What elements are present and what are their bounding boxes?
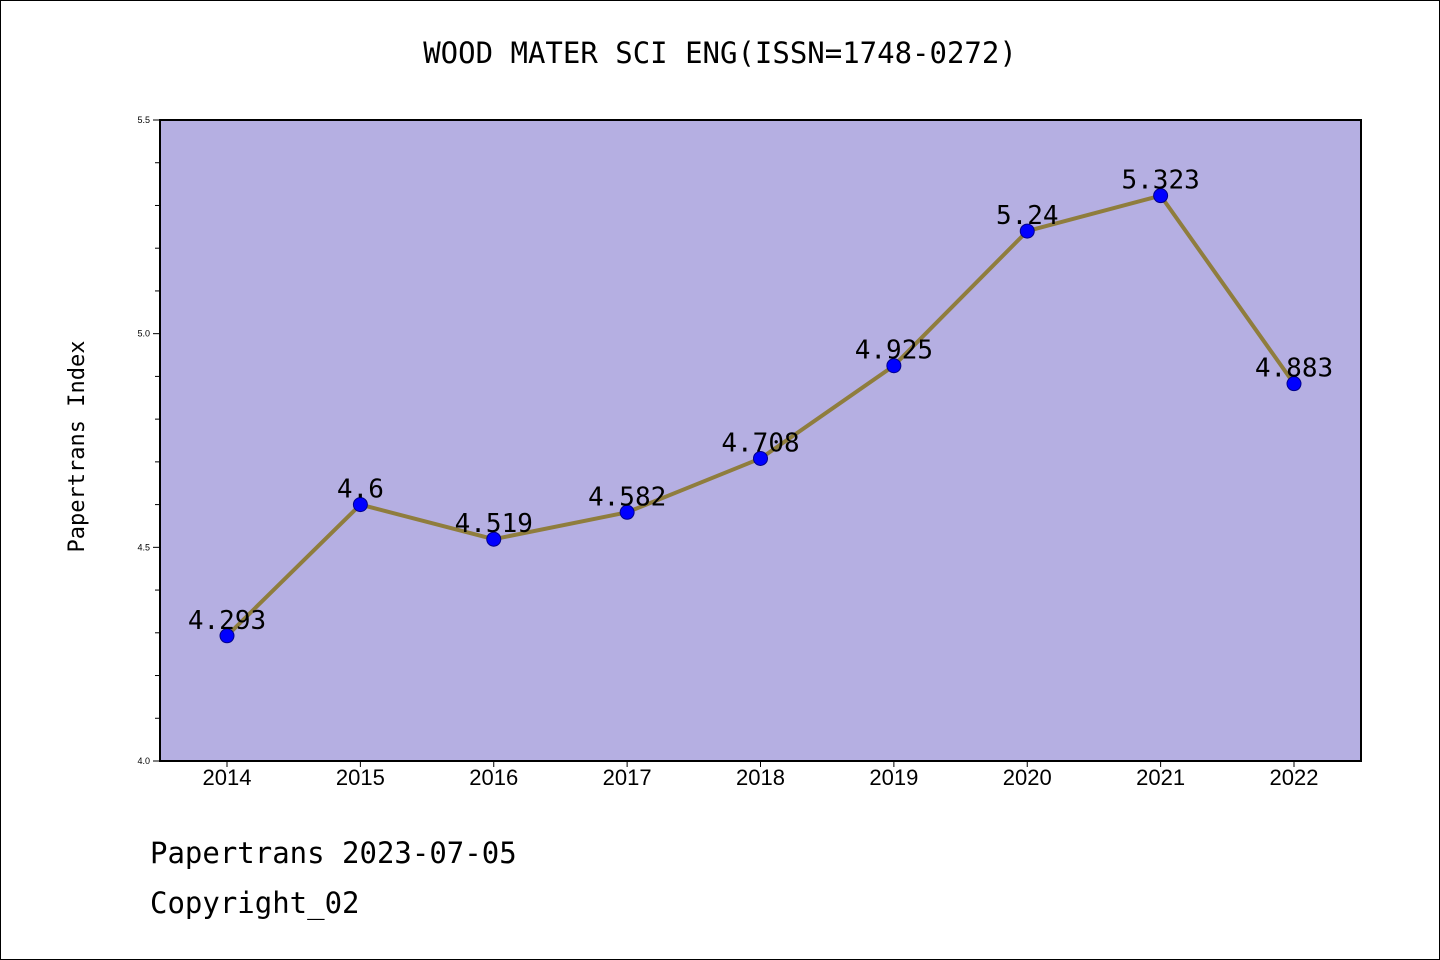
x-axis: 2014 2015 2016 2017 2018 2019 2020 2021 2022 bbox=[203, 761, 1319, 790]
data-label: 5.24 bbox=[996, 201, 1059, 231]
y-tick-label: 5.0 bbox=[137, 329, 150, 339]
data-label: 4.519 bbox=[455, 509, 533, 539]
data-point bbox=[1286, 376, 1302, 392]
data-label: 5.323 bbox=[1121, 166, 1199, 196]
x-tick-label: 2019 bbox=[869, 765, 918, 790]
x-tick-label: 2014 bbox=[203, 765, 252, 790]
x-tick-label: 2017 bbox=[603, 765, 652, 790]
x-tick-label: 2015 bbox=[336, 765, 385, 790]
data-label: 4.925 bbox=[855, 336, 933, 366]
chart-title: WOOD MATER SCI ENG(ISSN=1748-0272) bbox=[423, 36, 1017, 70]
footer-date: Papertrans 2023-07-05 bbox=[150, 836, 517, 870]
y-tick-label: 5.5 bbox=[137, 115, 150, 125]
data-point bbox=[886, 358, 902, 374]
x-tick-label: 2020 bbox=[1003, 765, 1052, 790]
data-point bbox=[619, 504, 635, 520]
data-label: 4.883 bbox=[1255, 354, 1333, 384]
data-point bbox=[1153, 188, 1169, 204]
data-label: 4.293 bbox=[188, 606, 266, 636]
plot-border bbox=[159, 119, 1362, 762]
data-label: 4.708 bbox=[721, 428, 799, 458]
data-labels: 4.293 4.6 4.519 4.582 4.708 4.925 5.24 5.323 4.8… bbox=[188, 166, 1333, 636]
plot-area bbox=[160, 120, 1361, 761]
data-markers bbox=[219, 188, 1302, 644]
x-tick-label: 2021 bbox=[1136, 765, 1185, 790]
x-tick-label: 2022 bbox=[1270, 765, 1319, 790]
data-point bbox=[486, 531, 502, 547]
data-label: 4.582 bbox=[588, 482, 666, 512]
y-tick-label: 4.0 bbox=[137, 756, 150, 766]
data-point bbox=[352, 497, 368, 513]
data-point bbox=[753, 450, 768, 466]
x-tick-label: 2018 bbox=[736, 765, 785, 790]
data-point bbox=[219, 628, 235, 644]
x-tick-label: 2016 bbox=[469, 765, 518, 790]
y-axis: 4.0 4.5 5.0 5.5 bbox=[137, 115, 160, 766]
footer-copyright: Copyright_02 bbox=[150, 886, 360, 920]
y-axis-label: Papertrans Index bbox=[65, 341, 90, 553]
data-point bbox=[1019, 223, 1035, 239]
y-tick-label: 4.5 bbox=[137, 542, 150, 552]
data-label: 4.6 bbox=[337, 475, 384, 505]
